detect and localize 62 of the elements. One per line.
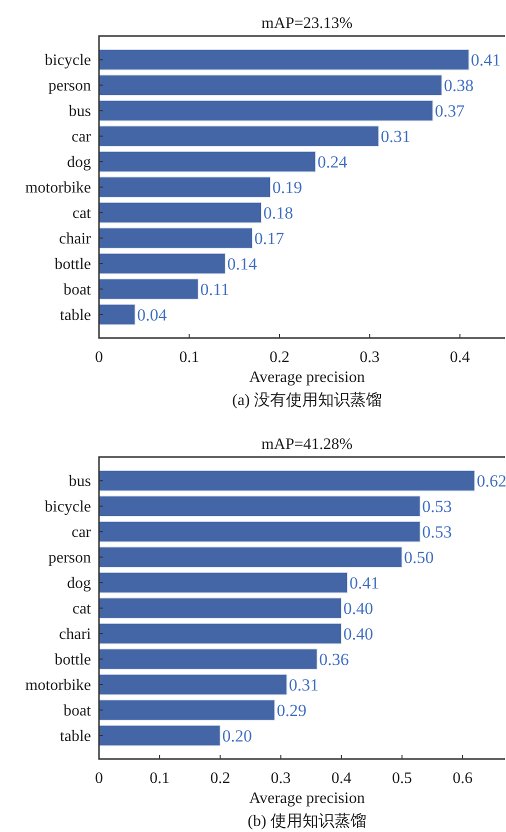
y-tick-label: bus [68,473,91,490]
y-tick-label: car [71,524,92,542]
y-tick-label: chair [59,230,92,248]
y-tick-label: cat [72,600,92,618]
data-label: 0.62 [476,472,506,491]
data-label: 0.36 [319,650,349,670]
x-axis-title: Average precision [249,369,365,386]
x-tick-label: 0.1 [179,349,200,366]
x-tick-label: 0.2 [269,349,290,366]
data-label: 0.40 [343,624,374,644]
y-tick-label: bicycle [44,52,91,70]
x-tick-label: 0 [95,770,103,787]
data-label: 0.11 [200,280,230,300]
x-tick-label: 0.4 [331,770,352,787]
chart-title: mAP=41.28% [261,436,353,453]
data-label: 0.50 [404,548,434,568]
x-tick-label: 0.4 [450,349,470,366]
y-tick-label: person [48,78,91,95]
data-label: 0.19 [272,178,302,198]
x-tick-label: 0.2 [210,770,230,787]
data-label: 0.38 [444,76,474,96]
y-tick-label: bottle [54,256,91,274]
data-label: 0.41 [470,50,501,70]
text: (a) 没有使用知识蒸馏 [232,391,382,409]
data-label: 0.53 [422,497,452,516]
y-tick-label: bottle [54,652,91,669]
x-tick-label: 0.3 [360,349,380,366]
y-tick-label: table [60,307,91,324]
data-label: 0.04 [137,306,168,325]
data-label: 0.24 [318,152,348,172]
x-tick-label: 0.6 [452,770,473,787]
y-tick-label: bicycle [44,498,91,516]
y-tick-label: motorbike [25,677,91,694]
data-label: 0.31 [288,676,319,695]
data-label: 0.37 [434,102,466,121]
chart-title: mAP=23.13% [261,15,353,32]
data-label: 0.41 [349,574,380,593]
y-tick-label: dog [67,575,91,592]
data-label: 0.14 [227,254,258,274]
y-tick-label: motorbike [25,180,91,197]
data-label: 0.40 [343,599,374,618]
y-tick-label: table [60,728,91,746]
y-tick-label: dog [67,154,91,172]
text: (b) 使用知识蒸馏 [248,812,366,830]
data-label: 0.18 [263,204,294,223]
data-label: 0.53 [422,522,452,542]
y-tick-label: bus [68,103,91,120]
y-tick-label: boat [63,282,92,299]
y-tick-label: cat [72,205,92,222]
x-tick-label: 0 [95,349,103,366]
data-label: 0.20 [222,726,252,746]
data-label: 0.31 [380,127,410,146]
y-tick-label: chari [59,626,92,644]
y-tick-label: boat [63,702,92,720]
y-tick-label: person [48,550,91,567]
x-tick-label: 0.1 [150,770,170,787]
y-tick-label: car [71,128,92,146]
x-tick-label: 0.5 [392,770,412,787]
x-tick-label: 0.3 [270,770,291,787]
data-label: 0.29 [276,701,306,720]
data-label: 0.17 [254,229,285,248]
x-axis-title: Average precision [249,790,365,807]
